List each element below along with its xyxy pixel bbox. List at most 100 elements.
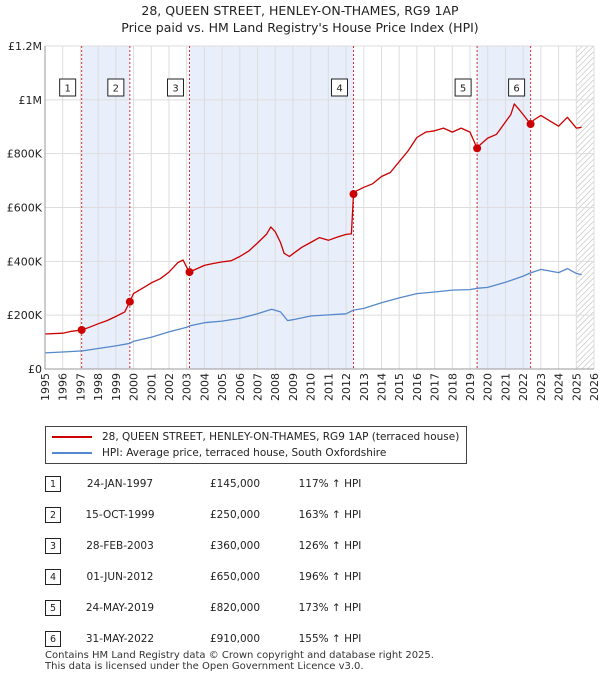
y-tick-label: £0: [28, 363, 42, 376]
x-tick-label: 2003: [181, 373, 194, 401]
x-tick-label: 2021: [499, 373, 512, 401]
sale-marker-label: 5: [460, 84, 466, 95]
x-tick-label: 2015: [393, 373, 406, 401]
transaction-number: 1: [45, 476, 61, 492]
property-price-line: [44, 103, 582, 335]
x-tick-label: 2007: [252, 373, 265, 401]
transaction-hpi-change: 126% ↑ HPI: [298, 540, 362, 552]
x-tick-label: 2012: [340, 373, 353, 401]
transaction-date: 28-FEB-2003: [86, 540, 154, 552]
transaction-number: 3: [45, 538, 61, 554]
sale-marker-label: 6: [513, 84, 519, 95]
transaction-price: £250,000: [209, 509, 261, 521]
x-tick-label: 2020: [482, 373, 495, 401]
x-tick-label: 1997: [74, 373, 87, 401]
sale-marker-box: [454, 78, 472, 97]
sale-marker-label: 2: [113, 84, 119, 95]
sale-point: [349, 190, 358, 199]
sale-point: [526, 120, 535, 129]
x-tick-label: 2004: [198, 373, 211, 401]
x-tick-label: 2024: [553, 373, 566, 401]
x-tick-label: 2005: [216, 373, 229, 401]
chart-title-line2: Price paid vs. HM Land Registry's House …: [121, 20, 479, 35]
transaction-date: 24-MAY-2019: [85, 602, 155, 614]
transaction-date: 15-OCT-1999: [85, 509, 155, 521]
y-tick-label: £800K: [7, 148, 43, 161]
transaction-price: £360,000: [209, 540, 261, 552]
chart-legend: 28, QUEEN STREET, HENLEY-ON-THAMES, RG9 …: [45, 426, 467, 464]
table-row: 5 24-MAY-2019 £820,000 173% ↑ HPI: [45, 600, 545, 616]
chart-title-line1: 28, QUEEN STREET, HENLEY-ON-THAMES, RG9 …: [141, 3, 459, 18]
transaction-hpi-change: 173% ↑ HPI: [298, 602, 362, 614]
sale-point: [77, 325, 86, 334]
y-tick-label: £200K: [7, 309, 43, 322]
sale-marker-box: [508, 78, 526, 97]
footer-attribution: Contains HM Land Registry data © Crown c…: [45, 650, 434, 672]
x-tick-label: 1998: [92, 373, 105, 401]
sale-point: [185, 268, 194, 277]
transaction-number: 6: [45, 631, 61, 647]
legend-label-property: 28, QUEEN STREET, HENLEY-ON-THAMES, RG9 …: [102, 431, 460, 443]
transaction-number: 5: [45, 600, 61, 616]
x-tick-label: 2016: [411, 373, 424, 401]
transaction-date: 31-MAY-2022: [85, 633, 155, 645]
x-tick-label: 2014: [375, 373, 388, 401]
transaction-number: 2: [45, 507, 61, 523]
transaction-hpi-change: 163% ↑ HPI: [298, 509, 362, 521]
transaction-hpi-change: 155% ↑ HPI: [298, 633, 362, 645]
sale-point: [125, 297, 134, 306]
x-tick-label: 2026: [588, 373, 600, 401]
transaction-hpi-change: 196% ↑ HPI: [298, 571, 362, 583]
x-tick-label: 2010: [305, 373, 318, 401]
table-row: 1 24-JAN-1997 £145,000 117% ↑ HPI: [45, 476, 545, 492]
sale-marker-box: [167, 78, 185, 97]
x-tick-label: 2013: [358, 373, 371, 401]
footer-line2: This data is licensed under the Open Gov…: [45, 661, 364, 672]
x-tick-label: 2019: [464, 373, 477, 401]
x-tick-label: 2002: [163, 373, 176, 401]
price-chart: 1 2 3 4 5 6 £0 £200K £400K £600K £800K £1M £1.2M 199…: [7, 40, 600, 401]
x-tick-label: 2011: [322, 373, 335, 401]
x-tick-label: 1996: [57, 373, 70, 401]
table-row: 2 15-OCT-1999 £250,000 163% ↑ HPI: [45, 507, 545, 523]
x-tick-label: 1995: [39, 373, 52, 401]
transaction-hpi-change: 117% ↑ HPI: [298, 478, 362, 490]
x-tick-label: 2025: [570, 373, 583, 401]
transaction-price: £910,000: [209, 633, 261, 645]
x-tick-label: 2022: [517, 373, 530, 401]
sale-marker-label: 3: [172, 84, 178, 95]
x-tick-label: 2008: [269, 373, 282, 401]
table-row: 4 01-JUN-2012 £650,000 196% ↑ HPI: [45, 569, 545, 585]
sale-marker-box: [331, 78, 349, 97]
transaction-date: 01-JUN-2012: [86, 571, 154, 583]
x-tick-label: 2023: [535, 373, 548, 401]
x-tick-label: 2017: [429, 373, 442, 401]
sale-marker-label: 1: [64, 84, 70, 95]
y-tick-label: £400K: [7, 255, 43, 268]
x-tick-label: 2000: [128, 373, 141, 401]
y-tick-label: £600K: [7, 202, 43, 215]
x-tick-label: 2001: [145, 373, 158, 401]
legend-swatch-hpi: [52, 452, 92, 454]
legend-label-hpi: HPI: Average price, terraced house, Sout…: [102, 447, 387, 459]
transaction-price: £820,000: [209, 602, 261, 614]
table-row: 3 28-FEB-2003 £360,000 126% ↑ HPI: [45, 538, 545, 554]
transaction-number: 4: [45, 569, 61, 585]
hpi-line: [44, 267, 582, 354]
transaction-price: £650,000: [209, 571, 261, 583]
transaction-date: 24-JAN-1997: [86, 478, 154, 490]
table-row: 6 31-MAY-2022 £910,000 155% ↑ HPI: [45, 631, 545, 647]
x-tick-label: 2006: [234, 373, 247, 401]
chart-title: 28, QUEEN STREET, HENLEY-ON-THAMES, RG9 …: [0, 2, 600, 36]
y-tick-label: £1M: [19, 94, 43, 107]
x-tick-label: 2018: [446, 373, 459, 401]
sale-marker-box: [59, 78, 77, 97]
y-tick-label: £1.2M: [8, 40, 42, 53]
transaction-price: £145,000: [209, 478, 261, 490]
legend-swatch-property: [52, 436, 92, 438]
footer-line1: Contains HM Land Registry data © Crown c…: [45, 650, 434, 661]
x-tick-label: 1999: [110, 373, 123, 401]
sale-marker-box: [107, 78, 125, 97]
sale-marker-label: 4: [336, 84, 342, 95]
x-tick-label: 2009: [287, 373, 300, 401]
